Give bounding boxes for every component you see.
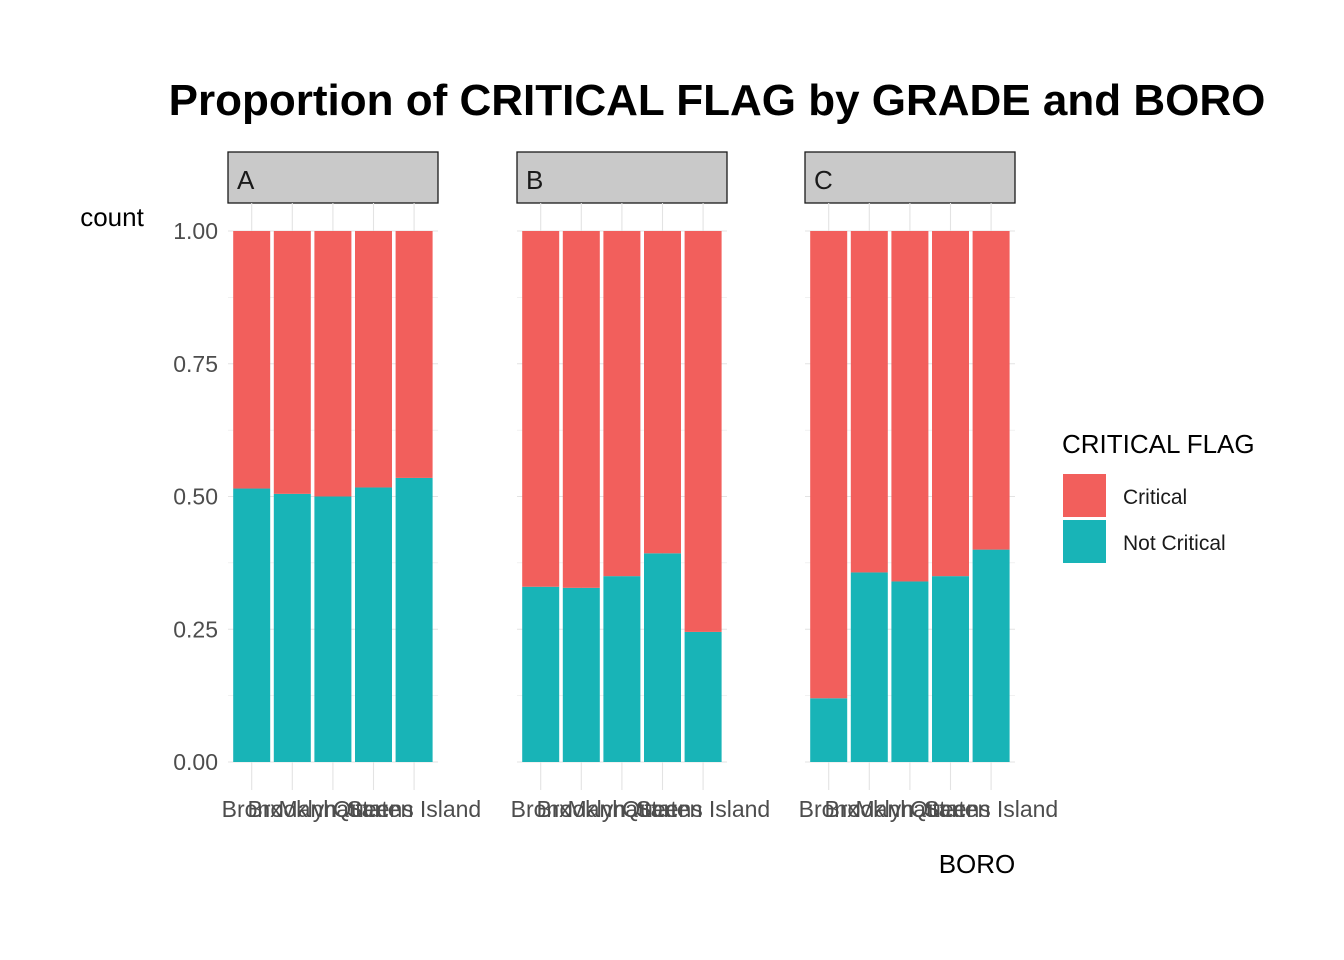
x-tick-label: Bronx (511, 796, 572, 822)
bar-not-critical (891, 581, 929, 762)
bar-critical (395, 231, 433, 478)
x-tick-label: Brooklyn (537, 796, 626, 822)
bar-not-critical (355, 487, 392, 762)
facet-strip (804, 151, 1016, 204)
bar-not-critical (562, 587, 600, 762)
facet-strip-label: C (814, 165, 833, 195)
bar-not-critical (603, 576, 641, 762)
bar-not-critical (314, 496, 352, 762)
bar-not-critical (233, 488, 271, 762)
x-tick-label: Staten Island (924, 796, 1058, 822)
bar-critical (932, 231, 969, 577)
facet-strip-label: B (526, 165, 543, 195)
bar-not-critical (395, 477, 433, 762)
facet-strip (227, 151, 439, 204)
y-tick-label: 0.00 (173, 749, 218, 775)
x-tick-label: Manhattan (856, 796, 965, 822)
x-tick-label: Manhattan (279, 796, 388, 822)
legend: CRITICAL FLAG Critical Not Critical (1062, 429, 1255, 563)
legend-label: Not Critical (1123, 532, 1226, 555)
x-tick-label: Brooklyn (248, 796, 337, 822)
y-tick-label: 0.75 (173, 351, 218, 377)
y-tick-label: 1.00 (173, 218, 218, 244)
y-axis: 0.00 0.25 0.50 0.75 1.00 (173, 218, 218, 775)
legend-swatch (1063, 520, 1106, 563)
bar-not-critical (850, 572, 888, 762)
x-tick-label: Brooklyn (825, 796, 914, 822)
x-axis-title: BORO (939, 849, 1016, 879)
bar-critical (684, 231, 722, 632)
facet-strip-label: A (237, 165, 255, 195)
x-tick-label: Queens (333, 796, 414, 822)
x-tick-label: Queens (910, 796, 991, 822)
bar-critical (562, 231, 600, 588)
bar-critical (644, 231, 681, 554)
bar-critical (972, 231, 1010, 550)
x-tick-label: Bronx (799, 796, 860, 822)
bar-not-critical (810, 698, 848, 762)
y-tick-label: 0.50 (173, 484, 218, 510)
x-tick-label: Manhattan (568, 796, 677, 822)
bar-critical (810, 231, 848, 699)
bar-critical (314, 231, 352, 497)
x-tick-label: Queens (622, 796, 703, 822)
bar-critical (233, 231, 271, 489)
bar-critical (273, 231, 311, 494)
bar-not-critical (644, 553, 681, 762)
y-axis-title: count (80, 202, 144, 232)
bar-not-critical (972, 549, 1010, 762)
x-tick-label: Bronx (222, 796, 283, 822)
bar-not-critical (684, 631, 722, 762)
legend-title: CRITICAL FLAG (1062, 429, 1255, 459)
bar-critical (603, 231, 641, 577)
bar-not-critical (932, 576, 969, 762)
chart-title: Proportion of CRITICAL FLAG by GRADE and… (169, 76, 1266, 125)
facet-strip (516, 151, 728, 204)
legend-label: Critical (1123, 486, 1187, 509)
bar-critical (850, 231, 888, 573)
x-tick-label: Staten Island (347, 796, 481, 822)
bar-critical (891, 231, 929, 582)
bar-not-critical (273, 493, 311, 762)
legend-swatch (1063, 474, 1106, 517)
y-tick-label: 0.25 (173, 616, 218, 642)
bar-critical (522, 231, 560, 587)
x-tick-label: Staten Island (636, 796, 770, 822)
bar-not-critical (522, 586, 560, 762)
bar-critical (355, 231, 392, 488)
